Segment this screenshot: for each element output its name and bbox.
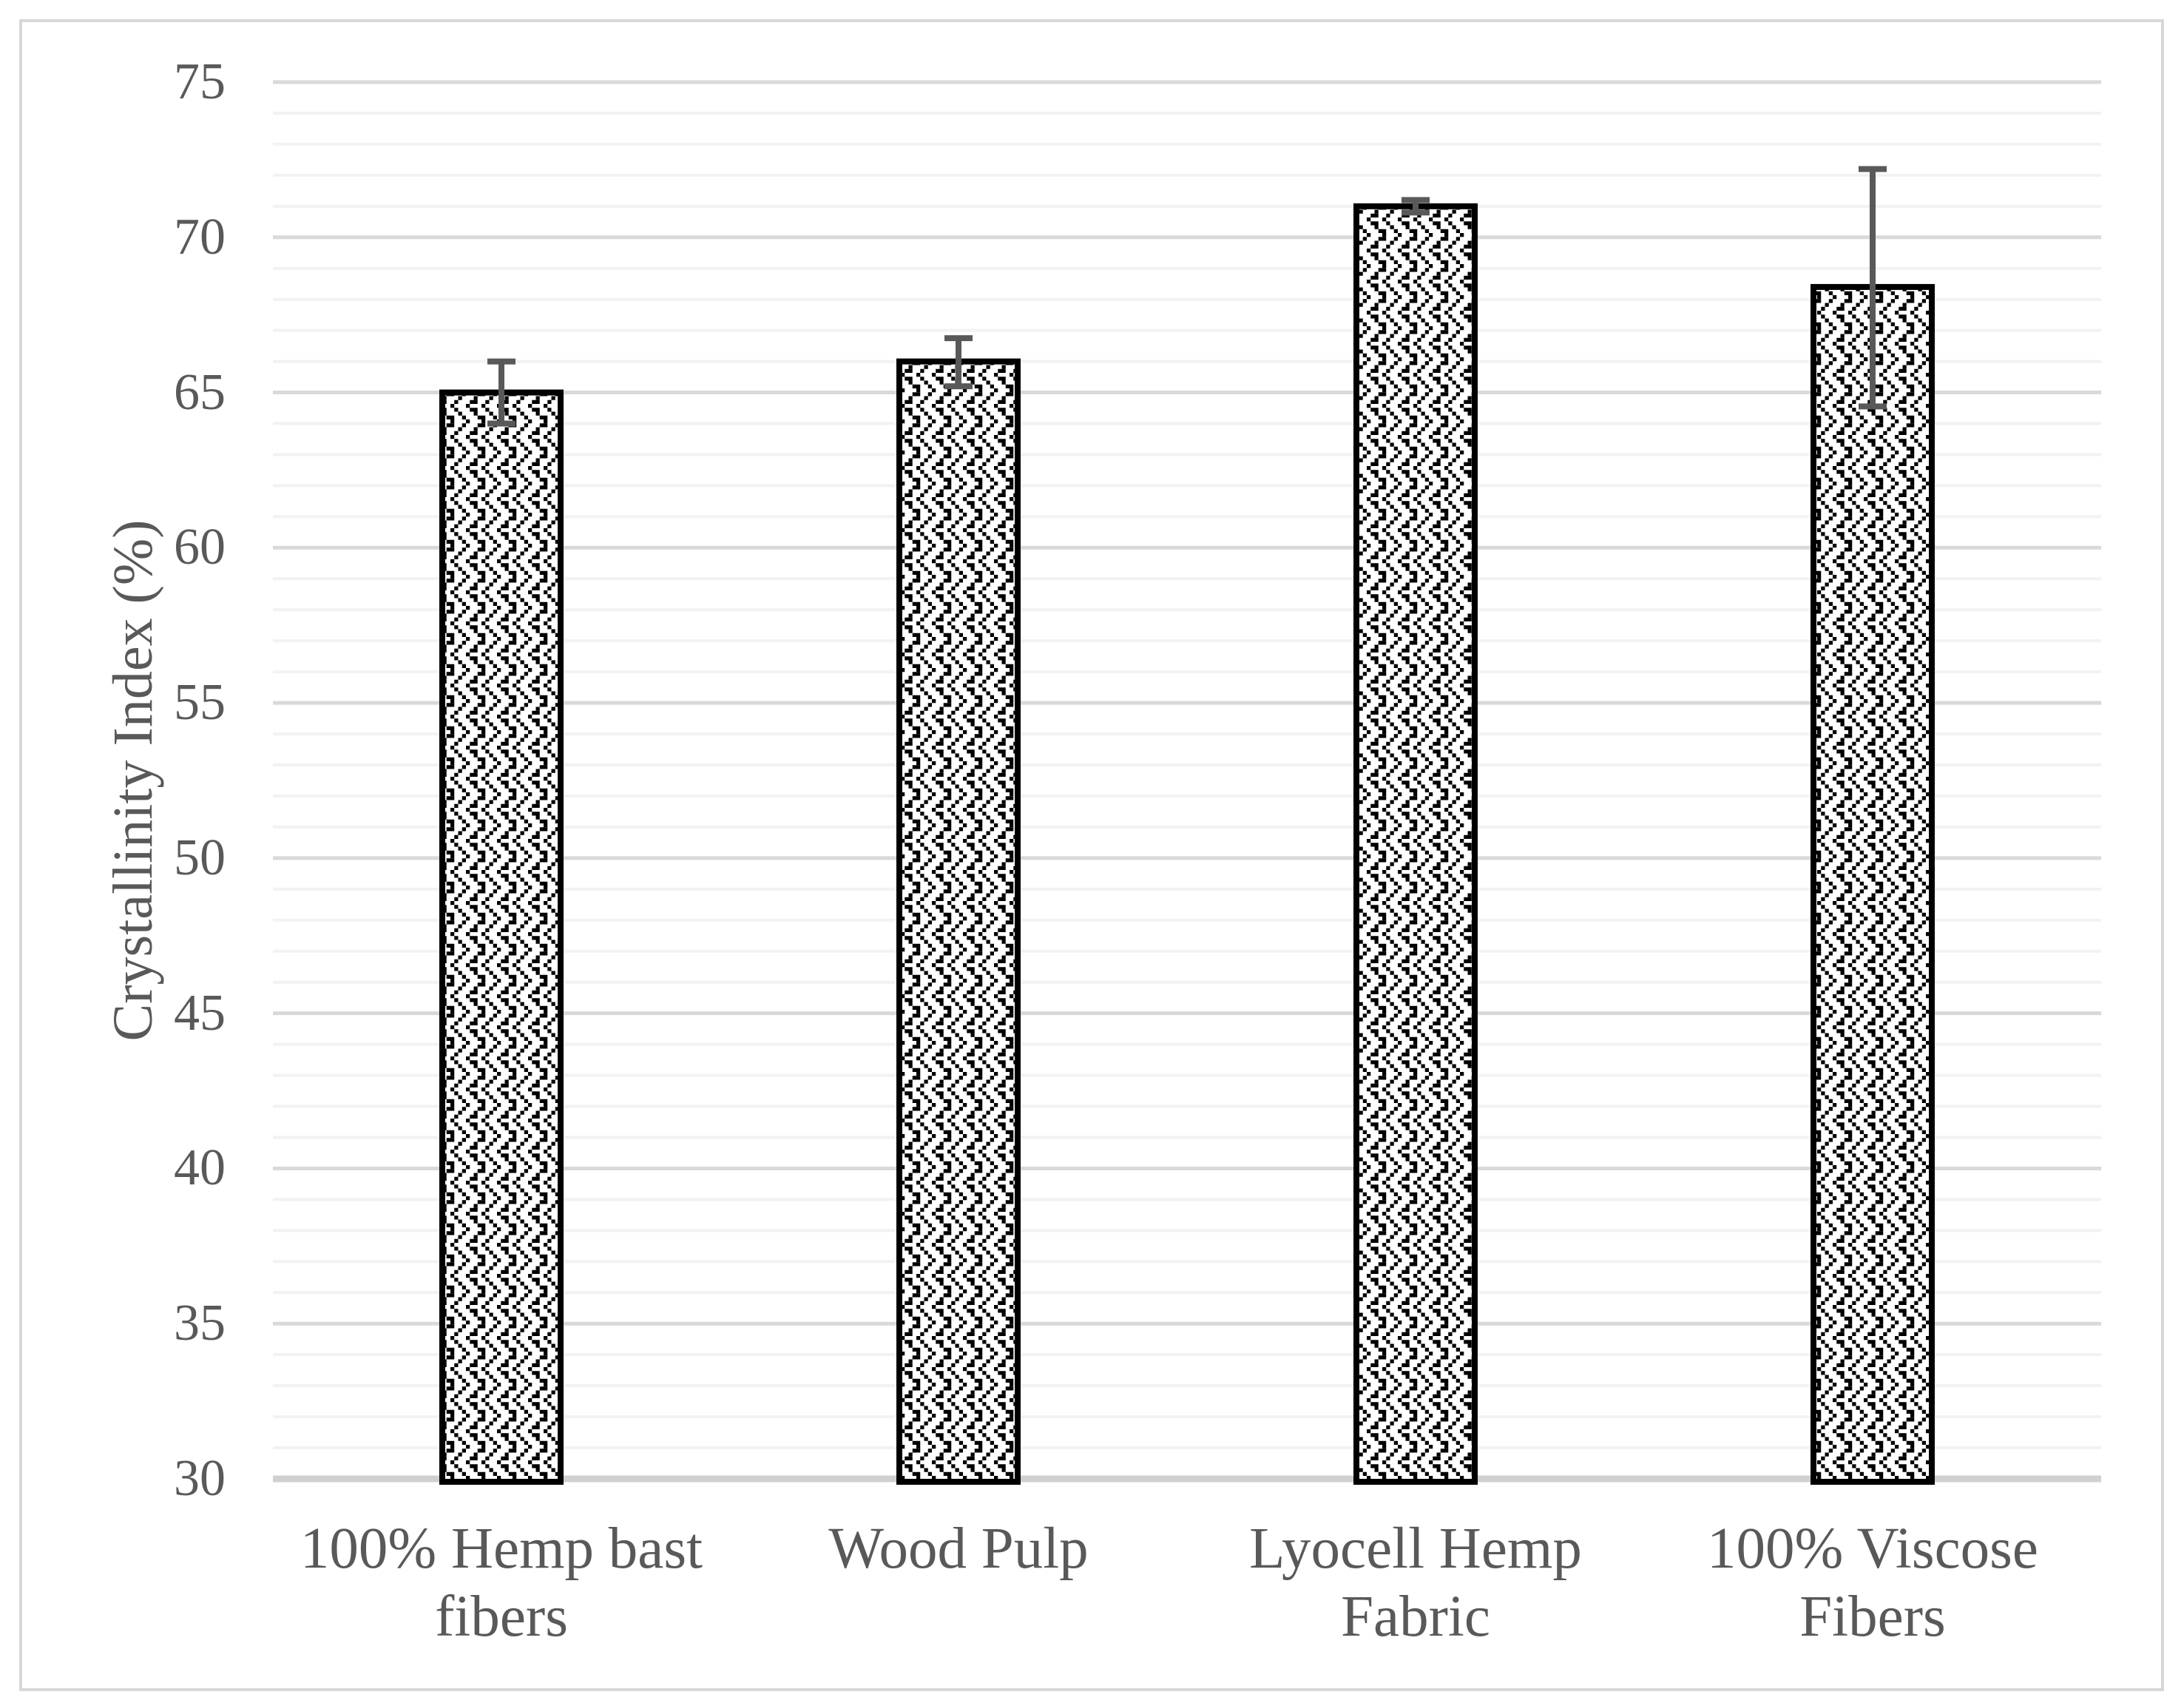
y-tick-label: 75	[174, 53, 226, 110]
y-tick-label: 35	[174, 1295, 226, 1352]
error-bars-layer	[487, 166, 1887, 427]
y-tick-label: 45	[174, 984, 226, 1042]
y-tick-label: 30	[174, 1450, 226, 1507]
error-bar	[1402, 197, 1430, 216]
bar	[1353, 203, 1478, 1485]
category-label: 100% Viscose Fibers	[1706, 1517, 2038, 1649]
category-label: 100% Hemp bast fibers	[300, 1517, 703, 1649]
error-bar	[487, 358, 515, 427]
gridlines-layer	[273, 80, 2101, 1483]
y-tick-label: 55	[174, 674, 226, 732]
bar	[1811, 283, 1935, 1486]
y-tick-label: 50	[174, 829, 226, 886]
error-bar	[944, 335, 973, 390]
y-axis-title: Crystallinity Index (%)	[102, 519, 164, 1042]
chart-border	[19, 19, 2164, 1691]
y-tick-label: 70	[174, 208, 226, 266]
y-tick-label: 65	[174, 363, 226, 421]
category-label: Lyocell Hemp Fabric	[1249, 1517, 1582, 1649]
bars-layer	[439, 203, 1935, 1486]
category-label: Wood Pulp	[828, 1517, 1089, 1581]
y-tick-label: 60	[174, 519, 226, 576]
bar	[896, 358, 1021, 1486]
y-tick-label: 40	[174, 1139, 226, 1197]
error-bar	[1859, 166, 1887, 410]
bar	[439, 389, 564, 1485]
